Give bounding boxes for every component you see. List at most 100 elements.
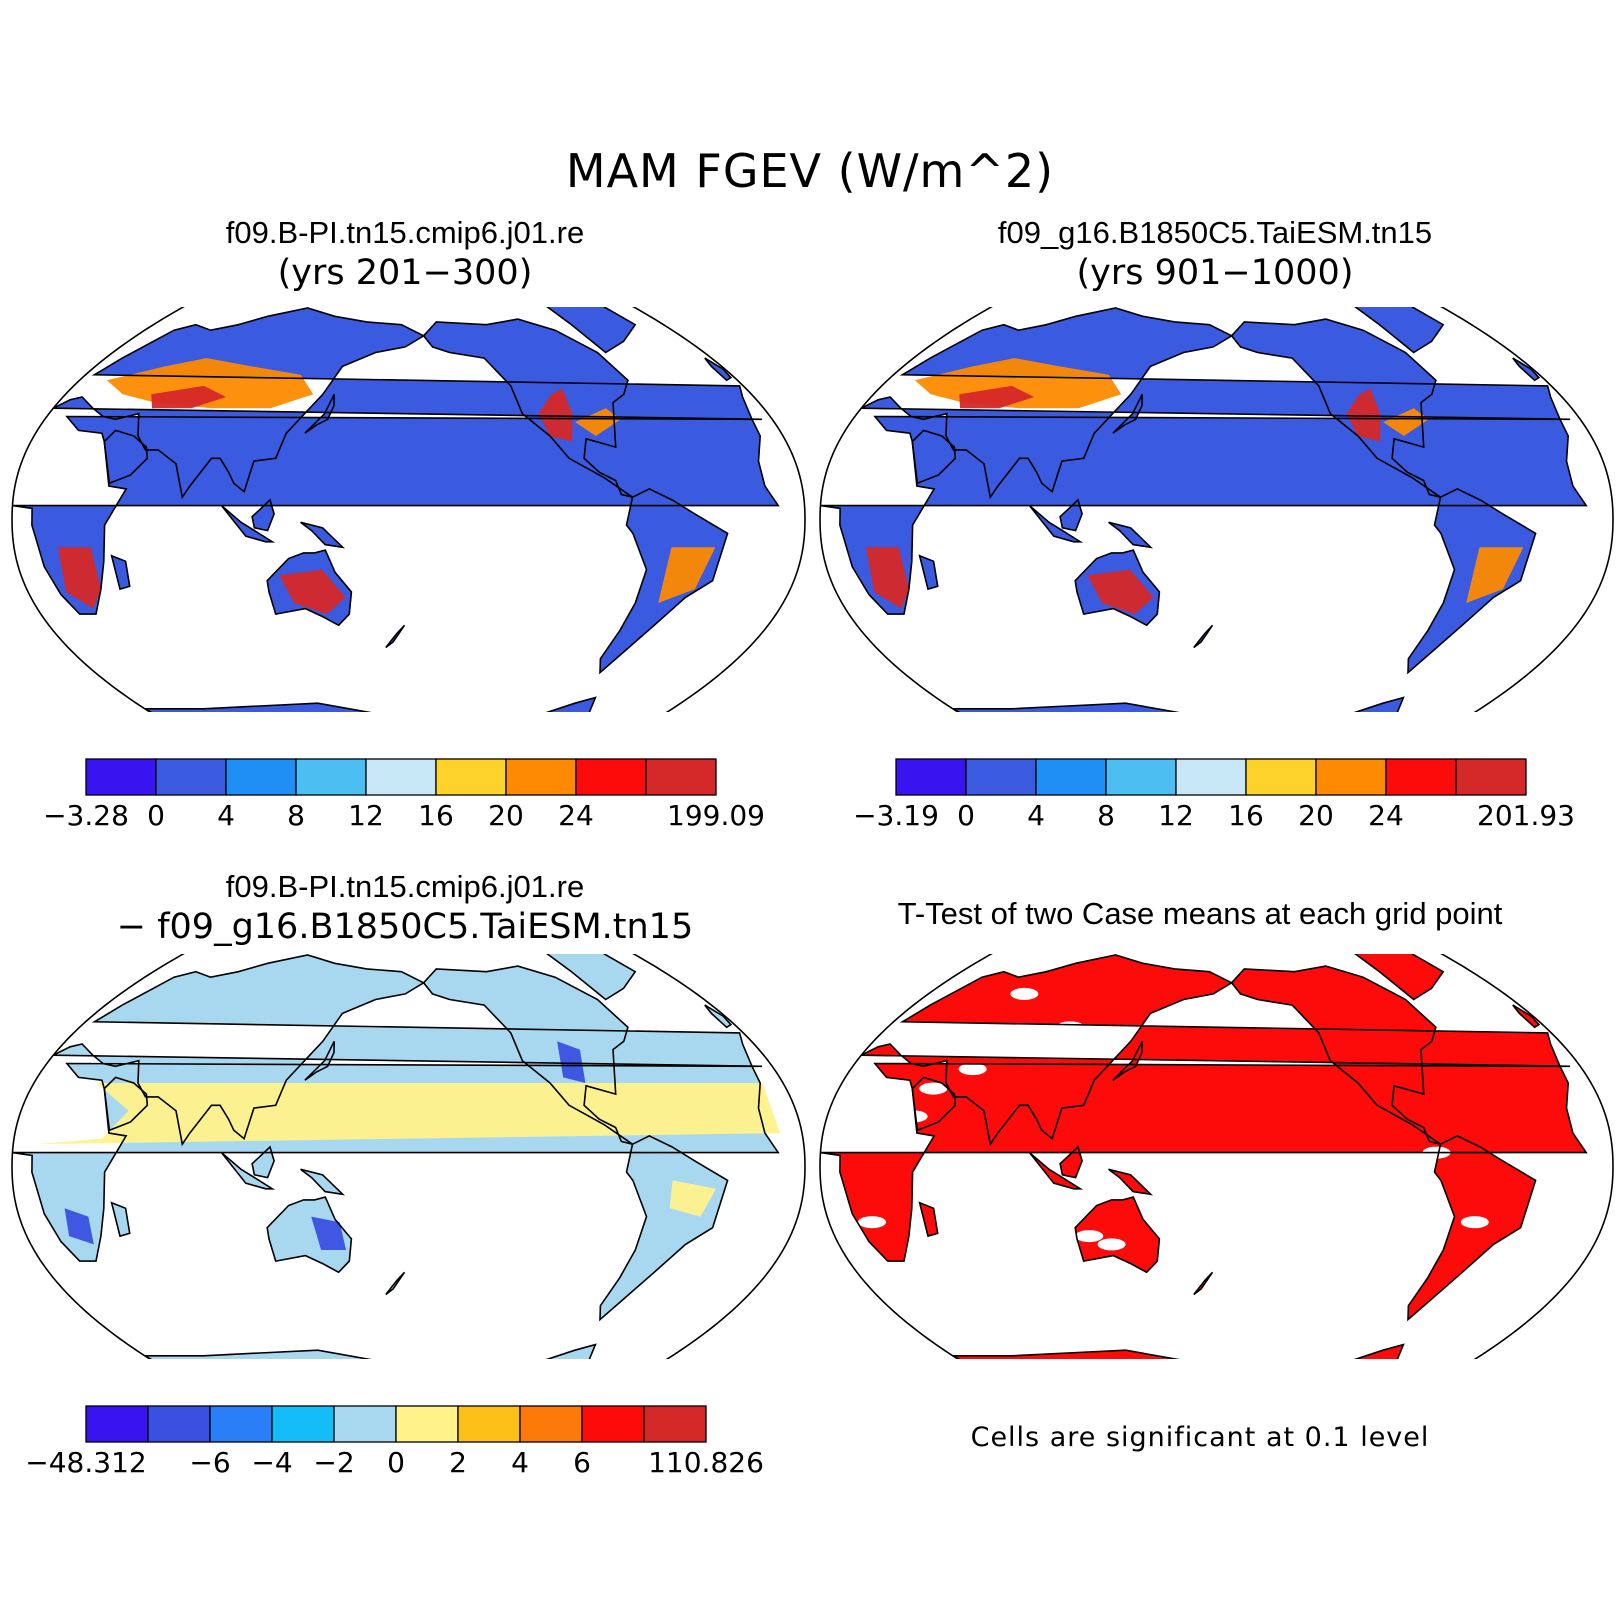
panel-case1-title-block: f09.B-PI.tn15.cmip6.j01.re (yrs 201−300) [80,214,730,294]
land-greenland [541,954,636,1000]
panel-case2-title-block: f09_g16.B1850C5.TaiESM.tn15 (yrs 901−100… [890,214,1540,294]
colorbar-tick-label: 8 [1097,799,1115,832]
coastline-japan [304,1040,335,1081]
coastline-samerica [599,1135,729,1322]
land-madagascar [111,1202,130,1237]
land-madagascar [111,555,130,590]
field-region [658,547,716,603]
colorbar-tick-label: 4 [217,799,235,832]
coastline-samerica [1407,1135,1537,1322]
coastline-australia [1074,1196,1161,1274]
coastline-madagascar [918,554,939,591]
colorbar-tick-label: 199.09 [667,799,765,832]
field-region [57,547,101,609]
panel-case2-subtitle: (yrs 901−1000) [1076,253,1354,293]
coastline-newguinea [300,1168,346,1196]
colorbar-tick-label: 2 [449,1446,467,1479]
colorbar-box [155,758,227,796]
field-region [279,569,346,615]
colorbar-box [209,1405,273,1443]
colorbar-tick-label: 16 [1228,799,1264,832]
colorbar-box [575,758,647,796]
colorbar-tick-label: 4 [511,1446,529,1479]
coastline-eurasia [52,307,763,500]
colorbar-case1: −3.28 0 4 8 12 16 20 24 199.09 [43,758,765,839]
land-greenland [541,307,636,353]
colorbar-tick-label: −2 [313,1446,354,1479]
land-japan [1112,1041,1143,1081]
nonsignificant-patch [832,1118,861,1131]
colorbar-tick-label: 12 [1158,799,1194,832]
land-uk [1512,1005,1539,1028]
colorbar-box [333,1405,397,1443]
land-newguinea [300,1169,343,1195]
land-borneo [1060,500,1083,531]
panel-diff-subtitle: − f09_g16.B1850C5.TaiESM.tn15 [116,907,694,947]
colorbar-box [147,1405,211,1443]
map-case1 [10,307,807,712]
nonsignificant-patch [881,1099,910,1112]
field-region [557,1041,586,1083]
figure-title: MAM FGEV (W/m^2) [565,144,1055,198]
coastline-greenland [540,954,637,1001]
colorbar-box [85,758,157,796]
nonsignificant-patch [1097,1238,1126,1251]
field-region [1346,388,1381,442]
land-arabia [912,430,956,484]
land-japan [1112,394,1143,434]
colorbar-case2: −3.19 0 4 8 12 16 20 24 201.93 [853,758,1575,839]
coastline-borneo [251,1145,275,1179]
coastline-africa [820,1062,1588,1262]
map-case1-svg [11,307,806,712]
coastline-australia [266,1196,353,1274]
land-madagascar [919,1202,938,1237]
map-border [11,954,806,1359]
land-uk [1512,358,1539,381]
coastline-antarctica [144,696,664,712]
colorbar-box [1245,758,1317,796]
coastline-antarctica [952,696,1472,712]
coastline-borneo [1059,1145,1083,1179]
colorbar-tick-label: 0 [387,1446,405,1479]
colorbar-tick-label: 6 [573,1446,591,1479]
coastline-samerica [1407,488,1537,675]
colorbar-box [519,1405,583,1443]
land-africa [12,416,779,615]
coastline-eurasia [860,307,1571,500]
nonsignificant-patch [1010,987,1039,1000]
coastline-newzealand [385,624,406,649]
colorbar-tick-label: 201.93 [1477,799,1575,832]
field-region [35,1083,781,1145]
coastline-borneo [251,498,275,532]
colorbar-tick-label: −3.28 [43,799,129,832]
coastline-arabia [911,429,957,485]
land-australia [1075,1197,1160,1273]
colorbar-box [457,1405,521,1443]
colorbar-box [395,1405,459,1443]
coastline-japan [1112,393,1143,434]
nonsignificant-patch [899,1110,928,1123]
land-newguinea [300,522,343,548]
land-greenland [1349,954,1444,1000]
coastline-newzealand [1193,624,1214,649]
land-indonesia [1029,505,1081,542]
colorbar-box [1455,758,1527,796]
field-region [669,1180,716,1217]
nonsignificant-patch [862,1132,891,1145]
panel-ttest-title: T-Test of two Case means at each grid po… [897,896,1503,931]
colorbar-diff-svg: −48.312 −6 −4 −2 0 2 4 6 110.826 [25,1405,764,1479]
panel-diff-title-block: f09.B-PI.tn15.cmip6.j01.re − f09_g16.B18… [40,868,770,948]
land-arabia [104,430,148,484]
panel-case1-subtitle: (yrs 201−300) [277,253,533,293]
coastline-madagascar [110,554,131,591]
coastline-uk [704,1004,733,1029]
field-region [538,388,573,442]
map-ttest-svg [819,954,1614,1359]
coastline-madagascar [110,1201,131,1238]
colorbar-tick-label: 0 [147,799,165,832]
coastline-australia [1074,549,1161,627]
colorbar-tick-label: 110.826 [648,1446,764,1479]
field-region [865,547,909,609]
colorbar-box [965,758,1037,796]
land-newguinea [1108,522,1151,548]
